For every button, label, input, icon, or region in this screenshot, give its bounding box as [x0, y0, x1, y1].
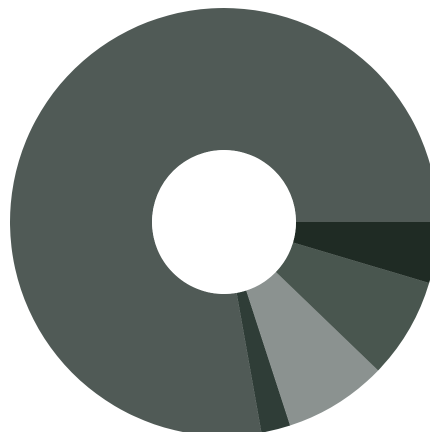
donut-slice-2: [236, 290, 291, 432]
donut-slices: [10, 8, 430, 432]
donut-slice-1: [10, 8, 430, 432]
donut-slice-4: [275, 242, 430, 371]
donut-hole: [152, 150, 296, 294]
donut-slice-5: [293, 222, 430, 283]
donut-slice-3: [246, 271, 379, 426]
